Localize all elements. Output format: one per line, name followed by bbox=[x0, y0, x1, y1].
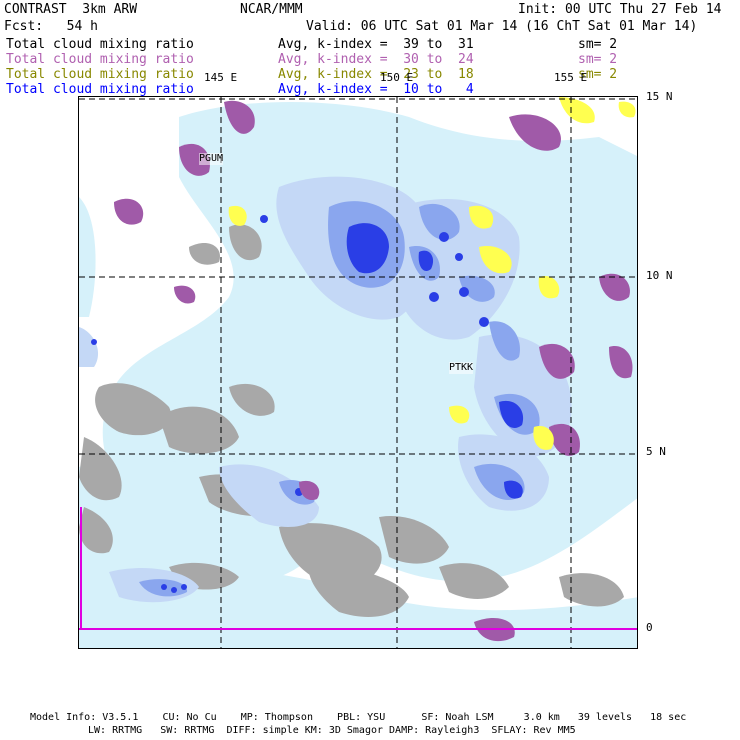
init-time: Init: 00 UTC Thu 27 Feb 14 bbox=[518, 2, 722, 17]
legend-kindex-2: Avg, k-index = 30 to 24 bbox=[278, 52, 474, 67]
purple-cloud-patches bbox=[114, 100, 633, 642]
model-info-line-1: Model Info: V3.5.1 CU: No Cu MP: Thompso… bbox=[30, 712, 687, 723]
deep-blue-cores bbox=[91, 215, 524, 593]
lat-label-15n: 15 N bbox=[646, 90, 673, 103]
lon-label-145: 145 E bbox=[204, 71, 238, 84]
legend-kindex-3: Avg, k-index = 23 to 18 bbox=[278, 67, 474, 82]
station-label-pgum: PGUM bbox=[199, 153, 224, 165]
legend-label-3: Total cloud mixing ratio bbox=[6, 67, 194, 82]
cloud-field-layer bbox=[79, 97, 637, 648]
weather-map: PGUM PTKK bbox=[78, 96, 638, 649]
legend-kindex-1: Avg, k-index = 39 to 31 bbox=[278, 37, 474, 52]
lat-lon-grid bbox=[79, 97, 637, 648]
station-label-ptkk: PTKK bbox=[449, 362, 474, 374]
legend-sm-3: sm= 2 bbox=[578, 67, 618, 82]
lon-label-150: 150 E bbox=[380, 71, 414, 84]
model-title: CONTRAST 3km ARW bbox=[4, 2, 138, 17]
magenta-equator-line bbox=[79, 507, 637, 630]
organization-label: NCAR/MMM bbox=[240, 2, 303, 17]
legend-kindex-4: Avg, k-index = 10 to 4 bbox=[278, 82, 474, 97]
forecast-hour: Fcst: 54 h bbox=[4, 19, 98, 34]
legend-sm-2: sm= 2 bbox=[578, 52, 618, 67]
lat-label-5n: 5 N bbox=[646, 445, 666, 458]
yellow-cloud-patches bbox=[228, 97, 636, 450]
lat-label-0: 0 bbox=[646, 621, 653, 634]
model-info-line-2: LW: RRTMG SW: RRTMG DIFF: simple KM: 3D … bbox=[88, 725, 576, 736]
legend-label-4: Total cloud mixing ratio bbox=[6, 82, 194, 97]
lat-label-10n: 10 N bbox=[646, 269, 673, 282]
legend-sm-1: sm= 2 bbox=[578, 37, 618, 52]
lon-label-155: 155 E bbox=[554, 71, 588, 84]
valid-time: Valid: 06 UTC Sat 01 Mar 14 (16 ChT Sat … bbox=[306, 19, 698, 34]
legend-label-2: Total cloud mixing ratio bbox=[6, 52, 194, 67]
legend-label-1: Total cloud mixing ratio bbox=[6, 37, 194, 52]
